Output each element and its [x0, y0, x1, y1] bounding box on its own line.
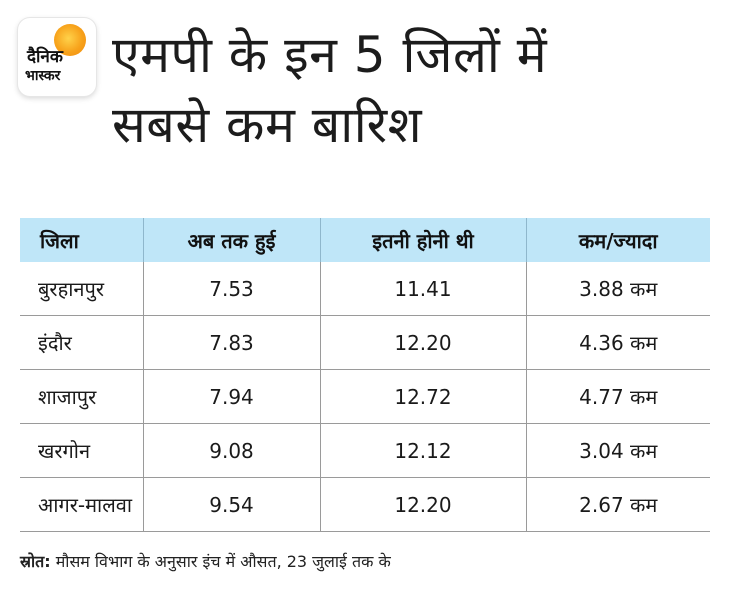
cell-received: 7.94 [142, 369, 320, 424]
cell-district: आगर-मालवा [20, 477, 143, 532]
cell-district: शाजापुर [20, 369, 143, 424]
header-difference: कम/ज्यादा [525, 218, 710, 262]
source-label: स्रोत: [20, 552, 51, 571]
table-row: शाजापुर 7.94 12.72 4.77 कम [20, 369, 710, 424]
header-district: जिला [20, 218, 143, 262]
table-row: बुरहानपुर 7.53 11.41 3.88 कम [20, 262, 710, 316]
table-row: आगर-मालवा 9.54 12.20 2.67 कम [20, 477, 710, 532]
header-expected: इतनी होनी थी [319, 218, 526, 262]
cell-difference: 4.36 कम [525, 315, 710, 370]
table-row: खरगोन 9.08 12.12 3.04 कम [20, 423, 710, 478]
chart-title: एमपी के इन 5 जिलों में सबसे कम बारिश [112, 20, 712, 160]
logo-line-1: दैनिक [27, 47, 63, 67]
table-header-row: जिला अब तक हुई इतनी होनी थी कम/ज्यादा [20, 218, 710, 262]
logo-line-2: भास्कर [25, 68, 61, 84]
table-row: इंदौर 7.83 12.20 4.36 कम [20, 315, 710, 370]
cell-district: इंदौर [20, 315, 143, 370]
header-received: अब तक हुई [142, 218, 320, 262]
cell-received: 7.83 [142, 315, 320, 370]
sun-icon [54, 24, 86, 56]
source-text: मौसम विभाग के अनुसार इंच में औसत, 23 जुल… [50, 552, 391, 571]
cell-received: 7.53 [142, 262, 320, 316]
cell-difference: 3.04 कम [525, 423, 710, 478]
cell-expected: 12.12 [319, 423, 526, 478]
cell-received: 9.08 [142, 423, 320, 478]
cell-difference: 3.88 कम [525, 262, 710, 316]
cell-difference: 2.67 कम [525, 477, 710, 532]
cell-expected: 12.20 [319, 477, 526, 532]
title-line-1: एमपी के इन 5 जिलों में [112, 26, 548, 84]
cell-district: खरगोन [20, 423, 143, 478]
title-line-2: सबसे कम बारिश [112, 96, 423, 154]
cell-district: बुरहानपुर [38, 277, 105, 301]
cell-received: 9.54 [142, 477, 320, 532]
cell-expected: 12.20 [319, 315, 526, 370]
cell-expected: 12.72 [319, 369, 526, 424]
dainik-bhaskar-logo: दैनिक भास्कर [18, 18, 96, 96]
cell-expected: 11.41 [319, 262, 526, 316]
rainfall-table: जिला अब तक हुई इतनी होनी थी कम/ज्यादा बु… [20, 218, 710, 532]
source-note: स्रोत: मौसम विभाग के अनुसार इंच में औसत,… [20, 550, 391, 572]
cell-difference: 4.77 कम [525, 369, 710, 424]
